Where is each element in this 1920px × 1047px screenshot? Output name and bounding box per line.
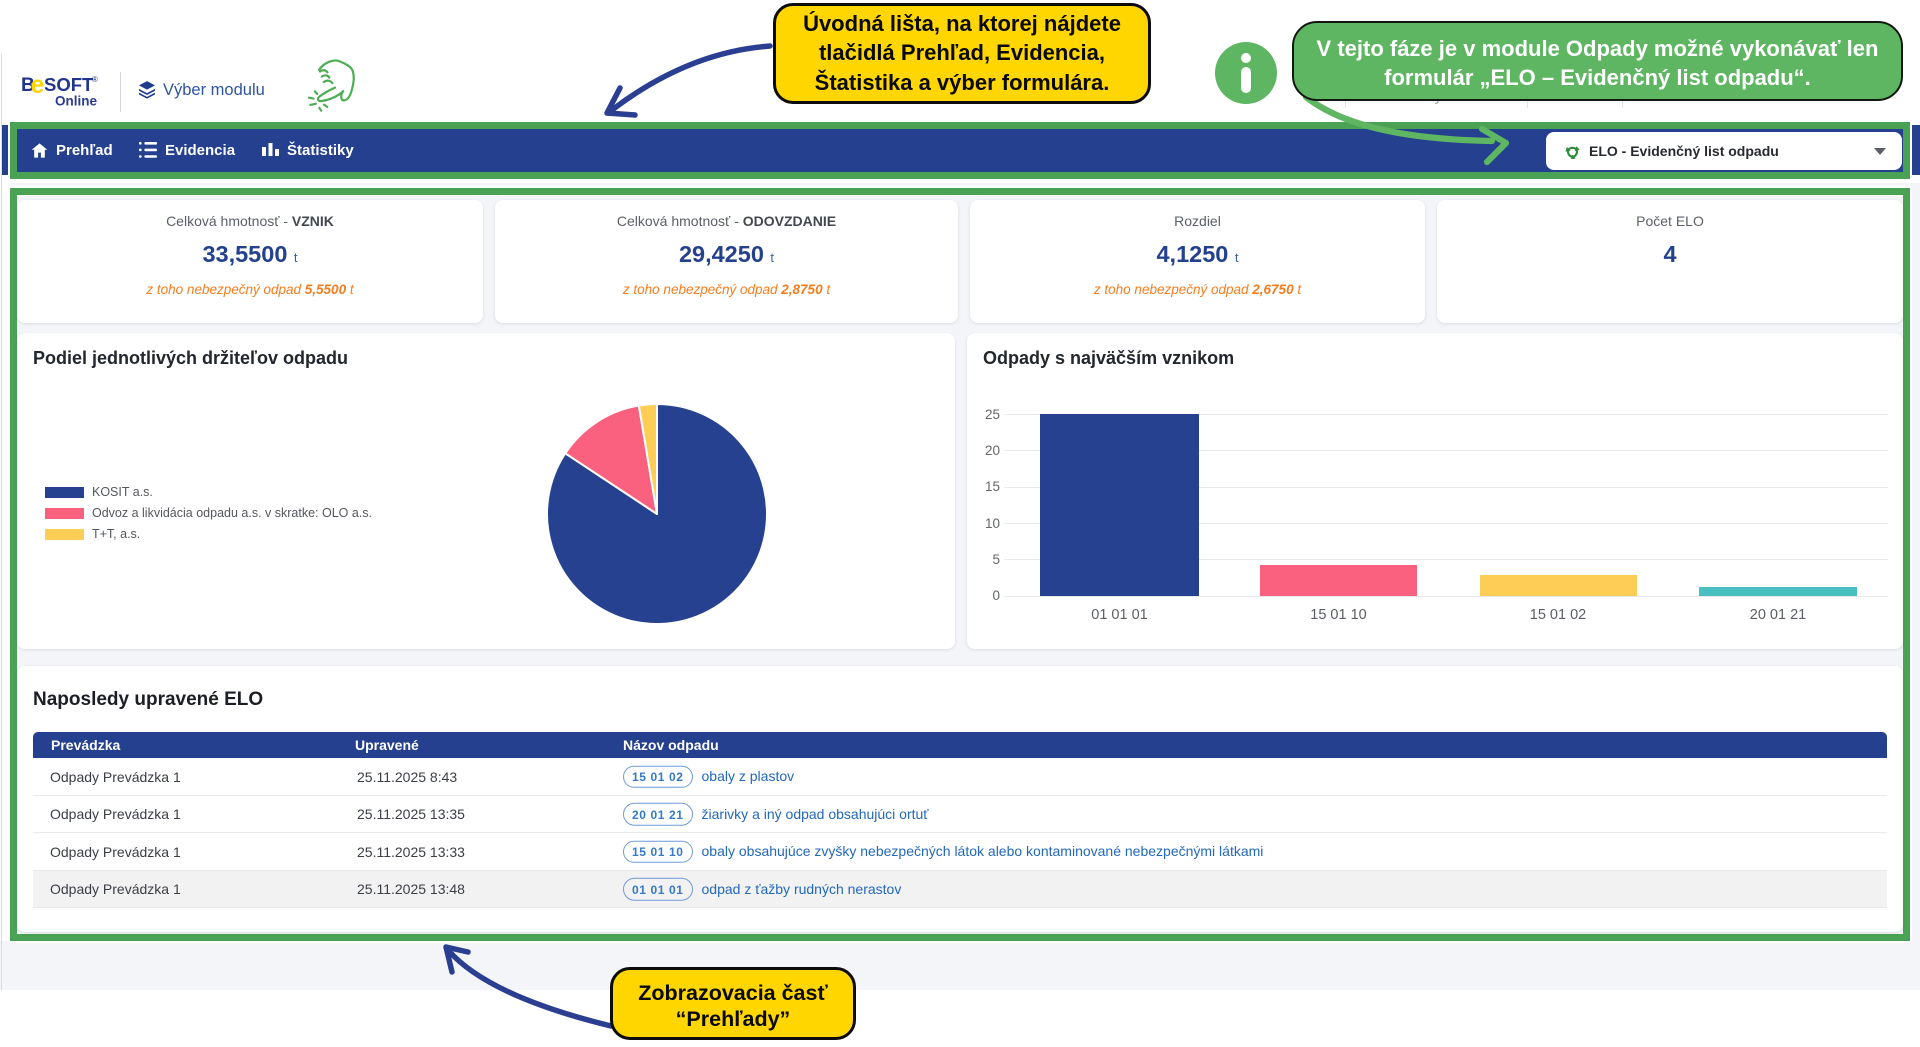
- svg-text:15 01 10: 15 01 10: [1310, 607, 1366, 623]
- svg-text:Online: Online: [55, 94, 97, 109]
- svg-text:5: 5: [992, 552, 1000, 567]
- svg-text:01 01 01: 01 01 01: [1091, 607, 1147, 623]
- svg-text:20: 20: [985, 443, 1000, 458]
- svg-text:20 01 21: 20 01 21: [1750, 607, 1806, 623]
- svg-text:15 01 02: 15 01 02: [1530, 607, 1586, 623]
- svg-text:0: 0: [992, 588, 1000, 603]
- svg-text:15: 15: [985, 479, 1000, 494]
- svg-text:e: e: [31, 71, 45, 99]
- svg-text:10: 10: [985, 516, 1000, 531]
- svg-text:25: 25: [985, 407, 1000, 422]
- svg-text:SOFT: SOFT: [44, 74, 94, 95]
- svg-text:B: B: [21, 75, 35, 96]
- svg-text:®: ®: [92, 75, 98, 84]
